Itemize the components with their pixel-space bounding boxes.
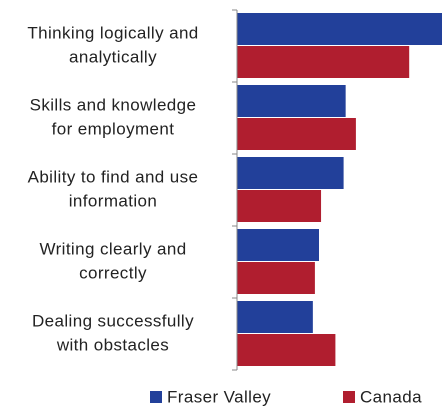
bar xyxy=(237,157,344,189)
category-label: Thinking logically and xyxy=(27,23,198,42)
category-label: Dealing successfully xyxy=(32,311,194,330)
category-label: Skills and knowledge xyxy=(30,95,197,114)
category-label: information xyxy=(69,191,158,210)
bar xyxy=(237,190,322,222)
category-label: correctly xyxy=(79,263,147,282)
bar xyxy=(237,85,346,117)
legend-label: Canada xyxy=(360,387,422,406)
category-label: with obstacles xyxy=(56,335,169,354)
category-label: for employment xyxy=(52,119,175,138)
legend-swatch xyxy=(150,391,162,403)
category-label: Ability to find and use xyxy=(28,167,199,186)
bar xyxy=(237,229,319,261)
legend-label: Fraser Valley xyxy=(167,387,271,406)
legend-swatch xyxy=(343,391,355,403)
bar xyxy=(237,334,336,366)
category-label: Writing clearly and xyxy=(39,239,186,258)
bar xyxy=(237,301,313,333)
bar xyxy=(237,46,410,78)
bar xyxy=(237,262,315,294)
bar xyxy=(237,118,356,150)
category-label: analytically xyxy=(69,47,157,66)
bar xyxy=(237,13,442,45)
